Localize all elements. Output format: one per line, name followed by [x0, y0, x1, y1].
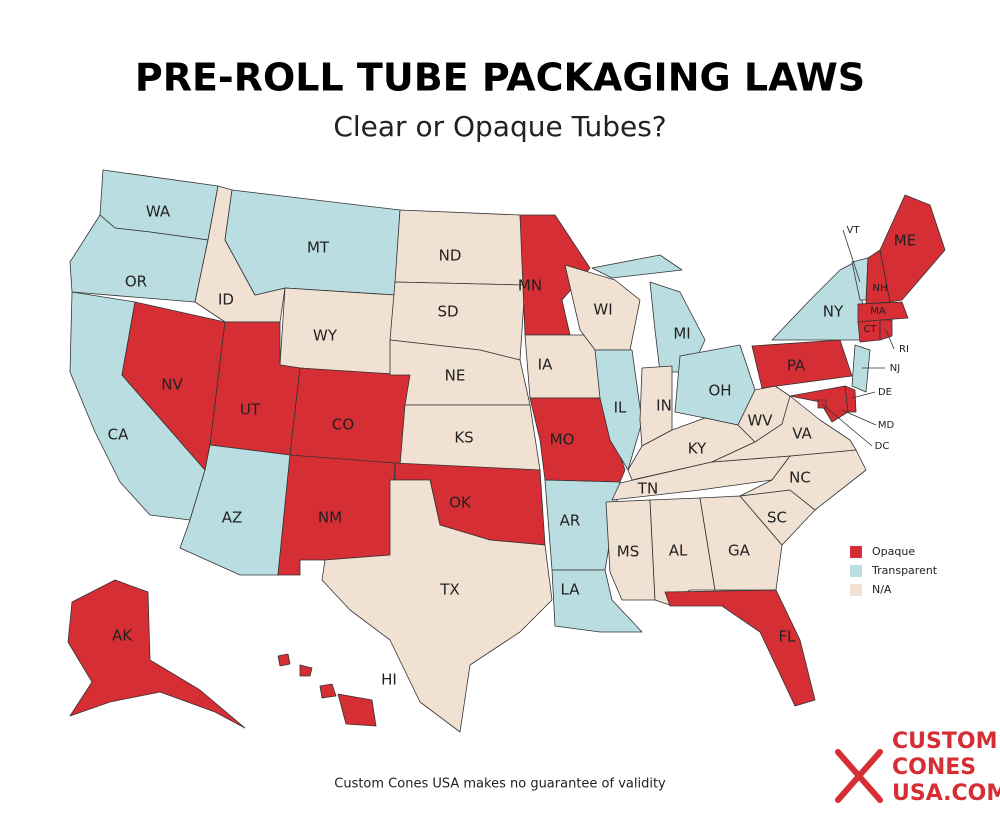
state-label: CO: [332, 416, 354, 434]
state-label: VA: [792, 425, 812, 443]
state-label: PA: [787, 357, 806, 375]
leader-line: [841, 409, 877, 426]
state-shape: [789, 385, 849, 423]
legend-label: Transparent: [871, 564, 938, 577]
state-shape: [751, 339, 853, 389]
state-label: NJ: [890, 363, 900, 374]
leader-line: [821, 403, 873, 447]
logo-line: USA.COM: [892, 781, 1000, 806]
state-label: HI: [381, 671, 397, 689]
leader-line: [851, 391, 876, 399]
state-label: NH: [873, 283, 888, 294]
state-shape: [277, 454, 396, 576]
logo-icon: [835, 749, 883, 803]
logo-line: CONES: [892, 755, 976, 780]
state-label: MT: [307, 239, 330, 257]
state-label: FL: [779, 628, 797, 646]
subtitle: Clear or Opaque Tubes?: [333, 110, 666, 143]
state-label: CA: [108, 426, 129, 444]
state-label: MN: [518, 277, 542, 295]
state-label: ID: [218, 291, 234, 309]
leader-line: [885, 329, 895, 350]
state-label: MD: [878, 420, 895, 431]
state-shape: [279, 287, 396, 376]
state-label: CT: [863, 324, 877, 335]
state-labels: WA OR CA NV ID MT WY UT CO AZ NM ND SD NE KS OK TX MN IA MO…: [108, 203, 917, 689]
state-shape: [771, 261, 869, 341]
state-label: OH: [708, 382, 731, 400]
state-label: MA: [870, 306, 886, 317]
state-label: AZ: [222, 509, 243, 527]
state-label: KY: [688, 440, 707, 458]
state-label: ND: [439, 247, 462, 265]
state-label: MS: [617, 543, 639, 561]
state-label: AR: [560, 512, 581, 530]
legend-swatch: [850, 584, 862, 596]
state-label: NC: [789, 469, 811, 487]
states: [67, 169, 946, 733]
state-label: SD: [437, 303, 458, 321]
legend-label: N/A: [872, 583, 892, 596]
legend: Opaque Transparent N/A: [850, 545, 938, 596]
legend-swatch: [850, 565, 862, 577]
state-shape: [277, 653, 377, 727]
state-shape: [605, 499, 656, 601]
state-shape: [551, 569, 643, 633]
state-label: WA: [146, 203, 171, 221]
state-label: VT: [847, 225, 861, 236]
state-label: WV: [747, 412, 773, 430]
state-label: NY: [823, 303, 844, 321]
state-label: GA: [728, 542, 751, 560]
leader-line: [842, 229, 861, 283]
state-label: IA: [538, 356, 553, 374]
state-label: NV: [161, 376, 183, 394]
footer-note: Custom Cones USA makes no guarantee of v…: [334, 777, 666, 792]
state-shape: [664, 589, 816, 707]
state-label: IN: [656, 397, 672, 415]
state-label: NM: [318, 509, 342, 527]
state-label: AK: [112, 627, 133, 645]
state-label: LA: [561, 581, 581, 599]
state-label: OR: [125, 273, 147, 291]
state-shape: [851, 344, 871, 393]
state-label: KS: [454, 429, 473, 447]
state-label: TX: [439, 581, 459, 599]
state-label: UT: [240, 401, 261, 419]
logo-line: CUSTOM: [892, 729, 997, 754]
title: PRE-ROLL TUBE PACKAGING LAWS: [135, 56, 865, 100]
state-label: ME: [894, 232, 916, 250]
state-label: AL: [669, 542, 688, 560]
state-shape: [67, 579, 246, 729]
state-label: DC: [875, 441, 890, 452]
legend-swatch: [850, 546, 862, 558]
state-label: TN: [637, 480, 658, 498]
state-label: IL: [614, 399, 627, 417]
state-shape: [879, 194, 946, 303]
state-label: MO: [550, 431, 575, 449]
state-label: WY: [313, 327, 338, 345]
state-label: NE: [445, 367, 466, 385]
state-label: DE: [878, 387, 892, 398]
state-shape: [699, 495, 783, 591]
legend-label: Opaque: [872, 545, 915, 558]
state-label: RI: [899, 344, 909, 355]
logo-stroke: [835, 749, 883, 803]
state-shape: [321, 479, 553, 733]
state-label: OK: [449, 494, 472, 512]
state-label: WI: [593, 301, 612, 319]
state-shape: [857, 301, 909, 323]
state-label: MI: [673, 325, 690, 343]
state-label: SC: [767, 509, 787, 527]
